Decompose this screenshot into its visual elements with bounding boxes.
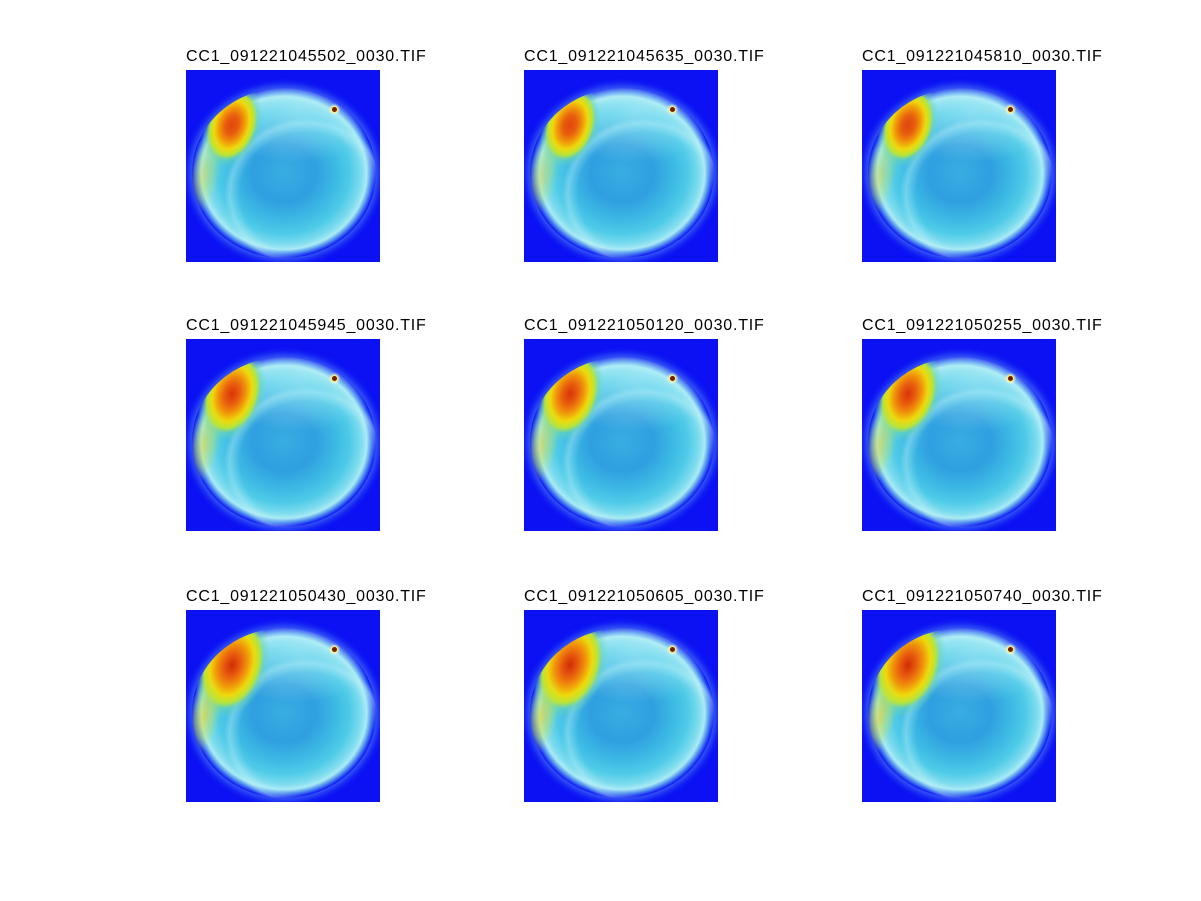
limb-glow	[530, 400, 568, 490]
sky-image-panel	[862, 610, 1056, 802]
image-tile: CC1_091221050120_0030.TIF	[524, 316, 765, 531]
image-title: CC1_091221045502_0030.TIF	[186, 48, 427, 65]
limb-glow	[192, 131, 230, 221]
sky-disk	[192, 88, 376, 258]
limb-glow	[530, 131, 568, 221]
sky-image-panel	[524, 610, 718, 802]
occulter-dot-icon	[669, 106, 676, 113]
image-title: CC1_091221045635_0030.TIF	[524, 48, 765, 65]
occulter-dot-icon	[1007, 106, 1014, 113]
sky-image-panel	[862, 70, 1056, 262]
sky-image-panel	[862, 339, 1056, 531]
sky-disk	[530, 88, 714, 258]
sky-image-panel	[524, 339, 718, 531]
sky-disk	[530, 628, 714, 798]
occulter-dot-icon	[1007, 646, 1014, 653]
sky-disk	[530, 357, 714, 527]
image-title: CC1_091221050255_0030.TIF	[862, 317, 1103, 334]
sky-disk	[192, 628, 376, 798]
sky-image-panel	[186, 70, 380, 262]
image-title: CC1_091221050120_0030.TIF	[524, 317, 765, 334]
image-tile: CC1_091221045810_0030.TIF	[862, 47, 1103, 262]
image-title: CC1_091221050605_0030.TIF	[524, 588, 765, 605]
sky-disk	[192, 357, 376, 527]
sky-image-panel	[186, 339, 380, 531]
occulter-dot-icon	[331, 646, 338, 653]
occulter-dot-icon	[669, 375, 676, 382]
image-title: CC1_091221050740_0030.TIF	[862, 588, 1103, 605]
image-tile: CC1_091221045945_0030.TIF	[186, 316, 427, 531]
sky-disk	[868, 357, 1052, 527]
occulter-dot-icon	[669, 646, 676, 653]
occulter-dot-icon	[1007, 375, 1014, 382]
image-tile: CC1_091221050740_0030.TIF	[862, 587, 1103, 802]
image-title: CC1_091221045810_0030.TIF	[862, 48, 1103, 65]
sky-image-panel	[524, 70, 718, 262]
limb-glow	[192, 400, 230, 490]
image-title: CC1_091221045945_0030.TIF	[186, 317, 427, 334]
limb-glow	[868, 400, 906, 490]
image-tile: CC1_091221050430_0030.TIF	[186, 587, 427, 802]
occulter-dot-icon	[331, 375, 338, 382]
image-tile: CC1_091221045635_0030.TIF	[524, 47, 765, 262]
image-tile: CC1_091221050255_0030.TIF	[862, 316, 1103, 531]
sky-image-panel	[186, 610, 380, 802]
image-title: CC1_091221050430_0030.TIF	[186, 588, 427, 605]
occulter-dot-icon	[331, 106, 338, 113]
sky-disk	[868, 88, 1052, 258]
limb-glow	[868, 131, 906, 221]
image-tile: CC1_091221050605_0030.TIF	[524, 587, 765, 802]
image-tile: CC1_091221045502_0030.TIF	[186, 47, 427, 262]
sky-disk	[868, 628, 1052, 798]
